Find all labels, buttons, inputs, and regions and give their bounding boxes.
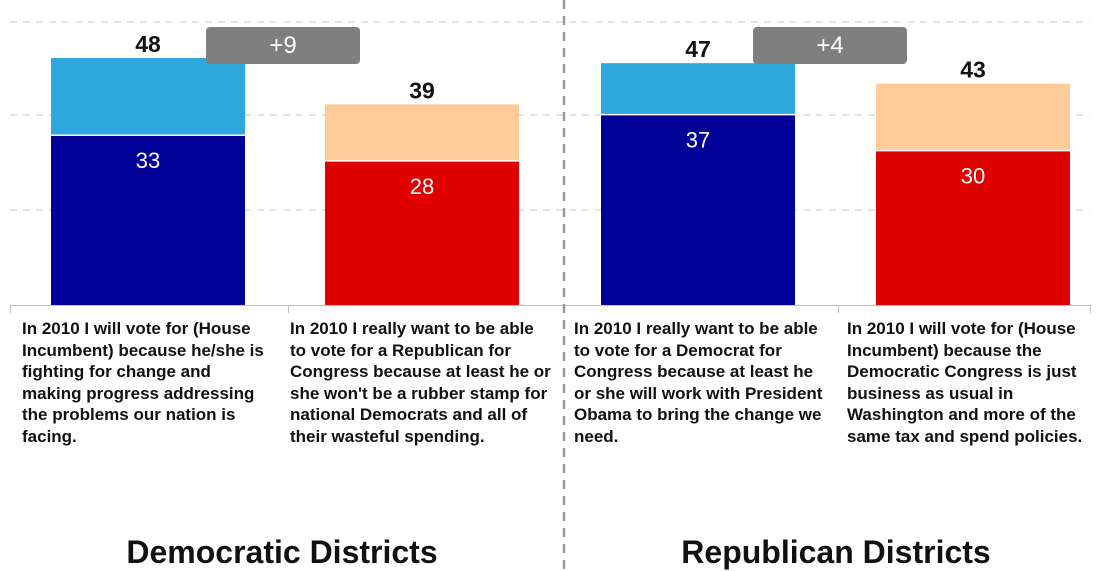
bar-description: In 2010 I really want to be able to vote… [574, 319, 823, 446]
group-title: Democratic Districts [126, 534, 438, 570]
bar-total-label: 43 [960, 57, 986, 83]
bar-description: In 2010 I will vote for (House Incumbent… [22, 319, 264, 446]
bar-inner-segment [51, 135, 245, 305]
bar-outer-segment [876, 83, 1070, 151]
group-title: Republican Districts [681, 534, 991, 570]
bar-inner-label: 28 [410, 174, 434, 199]
bar-inner-segment [325, 160, 519, 305]
bar-inner-label: 30 [961, 164, 985, 189]
bar-inner-segment [876, 150, 1070, 305]
bar-description: In 2010 I really want to be able to vote… [290, 319, 551, 446]
bar-description: In 2010 I will vote for (House Incumbent… [847, 319, 1083, 446]
bar-outer-segment [325, 104, 519, 161]
difference-badge: +9 [206, 27, 360, 64]
difference-badge: +4 [753, 27, 907, 64]
bar-inner-label: 37 [686, 128, 710, 153]
bar-outer-segment [601, 63, 795, 115]
bar-total-label: 47 [685, 36, 711, 62]
bar-inner-label: 33 [136, 148, 160, 173]
bar-inner-segment [601, 114, 795, 305]
bar-outer-segment [51, 58, 245, 136]
bar-total-label: 48 [135, 31, 161, 57]
bar-total-label: 39 [409, 77, 435, 103]
